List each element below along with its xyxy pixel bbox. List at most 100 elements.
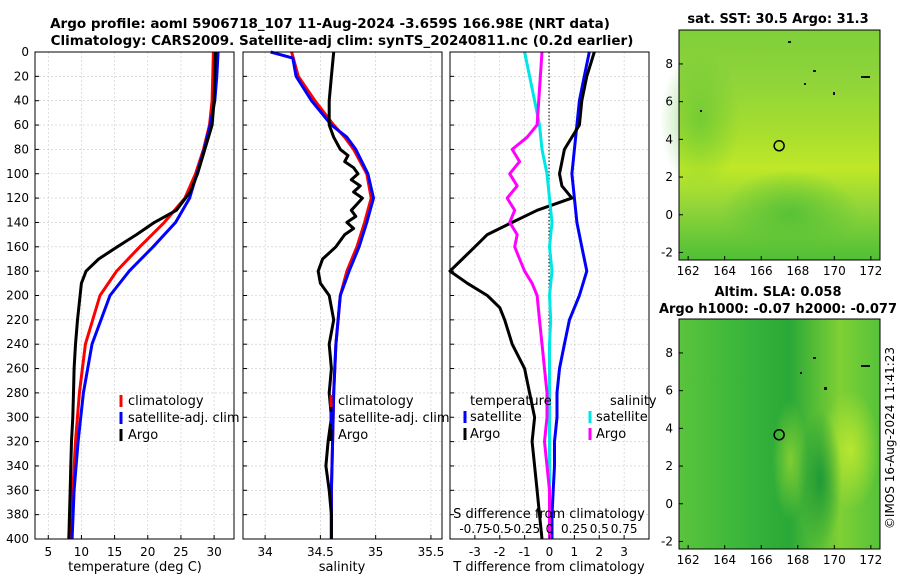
map-y-tick-label: 0 <box>665 497 673 511</box>
map-y-tick-label: 8 <box>665 346 673 360</box>
sst-map-cool-patch-west <box>660 50 740 190</box>
depth-tick-label: 140 <box>6 215 29 229</box>
x-tick-label: 5 <box>44 545 52 559</box>
sst-map-frame <box>678 29 881 261</box>
series-line-s-argo <box>505 51 551 539</box>
depth-tick-label: 220 <box>6 313 29 327</box>
difference-panel: -3 -2 -1 0 1 2 3 T difference from climatology… <box>448 51 657 575</box>
secondary-tick-label: -0.75 <box>459 522 490 536</box>
map-x-tick-label: 172 <box>859 553 882 567</box>
salinity-xlabel: salinity <box>319 560 366 575</box>
figure-title-line2: Climatology: CARS2009. Satellite-adj cli… <box>51 33 634 49</box>
map-y-tick-label: 8 <box>665 57 673 71</box>
series-line-s-satellite <box>523 51 554 539</box>
map-y-tick-label: 6 <box>665 95 673 109</box>
map-x-tick-label: 170 <box>823 553 846 567</box>
map-x-tick-label: 164 <box>713 553 736 567</box>
map-x-tick-label: 168 <box>786 553 809 567</box>
sla-map-panel: Altim. SLA: 0.058 Argo h1000: -0.07 h200… <box>659 285 897 567</box>
x-tick-label: 35.5 <box>418 545 445 559</box>
imos-timestamp: ©IMOS 16-Aug-2024 11:41:23 <box>883 347 897 529</box>
secondary-tick-label: -0.5 <box>488 522 511 536</box>
salinity-series <box>270 50 375 539</box>
sla-argo-position-marker <box>773 429 785 441</box>
map-x-tick-label: 168 <box>786 264 809 278</box>
x-tick-label: 30 <box>206 545 221 559</box>
legend-t-satellite-label: satellite <box>470 410 522 425</box>
secondary-tick-label: 0.5 <box>590 522 609 536</box>
x-tick-label: 34 <box>257 545 272 559</box>
map-x-tick-label: 166 <box>750 553 773 567</box>
difference-top-xlabel: S difference from climatology <box>453 507 645 522</box>
sla-map-title-line2: Argo h1000: -0.07 h2000: -0.077 <box>659 302 897 317</box>
legend-climatology-label: climatology <box>338 394 414 409</box>
temperature-xlabel: temperature (deg C) <box>68 560 202 575</box>
sst-map-ticks: 162 164 166 168 170 172 8 6 4 2 0 -2 <box>661 57 882 278</box>
legend-s-argo-label: Argo <box>596 427 626 442</box>
depth-tick-label: 20 <box>14 69 29 83</box>
depth-tick-label: 380 <box>6 508 29 522</box>
depth-tick-label: 120 <box>6 191 29 205</box>
sst-map-panel: sat. SST: 30.5 Argo: 31.3 162 164 166 168 17… <box>660 12 882 278</box>
map-y-tick-label: 6 <box>665 384 673 398</box>
depth-tick-label: 260 <box>6 362 29 376</box>
map-y-tick-label: 4 <box>665 132 673 146</box>
map-x-tick-label: 164 <box>713 264 736 278</box>
depth-tick-label: 400 <box>6 532 29 546</box>
legend-salinity-title: salinity <box>610 394 657 409</box>
x-tick-label: 3 <box>620 545 628 559</box>
map-y-tick-label: 0 <box>665 208 673 222</box>
depth-tick-label: 240 <box>6 337 29 351</box>
depth-tick-label: 360 <box>6 483 29 497</box>
x-tick-label: 1 <box>571 545 579 559</box>
depth-tick-label: 40 <box>14 94 29 108</box>
sla-map-ticks: 162 164 166 168 170 172 8 6 4 2 0 -2 <box>661 346 882 567</box>
legend-argo-label: Argo <box>338 428 368 443</box>
map-y-tick-label: 4 <box>665 421 673 435</box>
difference-series <box>448 51 596 540</box>
x-tick-label: -2 <box>494 545 506 559</box>
salinity-ticks: 34 34.5 35 35.5 <box>243 51 445 559</box>
x-tick-label: 10 <box>74 545 89 559</box>
secondary-tick-label: 0.25 <box>561 522 588 536</box>
temperature-legend: climatology satellite-adj. clim Argo <box>119 394 240 443</box>
depth-tick-label: 80 <box>14 142 29 156</box>
sst-argo-position-marker <box>773 140 785 152</box>
depth-tick-label: 340 <box>6 459 29 473</box>
map-x-tick-label: 172 <box>859 264 882 278</box>
map-x-tick-label: 166 <box>750 264 773 278</box>
difference-ticks: -3 -2 -1 0 1 2 3 <box>450 51 628 559</box>
sla-map-low-patch <box>798 410 842 550</box>
map-x-tick-label: 162 <box>677 264 700 278</box>
temperature-grid <box>35 51 234 540</box>
secondary-tick-label: 0.75 <box>611 522 638 536</box>
x-tick-label: 34.5 <box>307 545 334 559</box>
difference-legend: temperature salinity satellite Argo sate… <box>463 394 657 442</box>
depth-tick-label: 0 <box>21 45 29 59</box>
map-y-tick-label: -2 <box>661 245 673 259</box>
depth-tick-label: 280 <box>6 386 29 400</box>
sst-map-islands <box>700 41 870 112</box>
temperature-panel: 5 10 15 20 25 30 temperature (deg C) climatol… <box>34 51 240 575</box>
legend-t-argo-label: Argo <box>470 427 500 442</box>
depth-tick-label: 60 <box>14 118 29 132</box>
x-tick-label: 0 <box>546 545 554 559</box>
figure-title-line1: Argo profile: aoml 5906718_107 11-Aug-20… <box>50 16 610 32</box>
x-tick-label: -3 <box>469 545 481 559</box>
legend-climatology-label: climatology <box>128 394 204 409</box>
salinity-legend: climatology satellite-adj. clim Argo <box>329 394 450 443</box>
map-y-tick-label: 2 <box>665 170 673 184</box>
map-x-tick-label: 162 <box>677 553 700 567</box>
x-tick-label: 15 <box>107 545 122 559</box>
depth-tick-label: 300 <box>6 410 29 424</box>
sla-map-islands <box>800 357 870 390</box>
legend-satellite-label: satellite-adj. clim <box>128 411 240 426</box>
legend-s-satellite-label: satellite <box>596 410 648 425</box>
temperature-series <box>67 51 220 540</box>
salinity-panel: 34 34.5 35 35.5 salinity climatology satell… <box>242 50 450 575</box>
x-tick-label: 20 <box>140 545 155 559</box>
legend-temperature-title: temperature <box>470 394 552 409</box>
x-tick-label: 2 <box>595 545 603 559</box>
secondary-tick-label: 0 <box>546 522 554 536</box>
